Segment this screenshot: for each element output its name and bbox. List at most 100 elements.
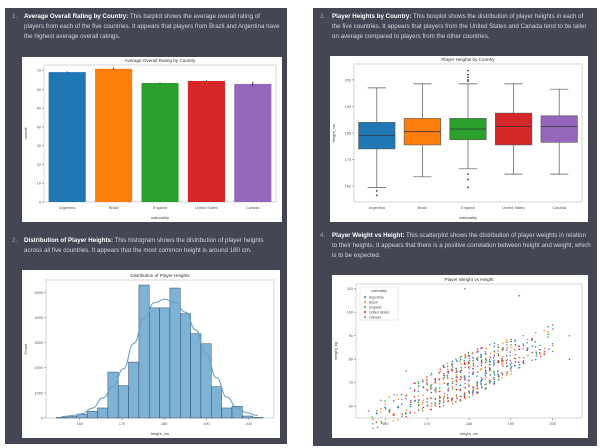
scatter-point [430,405,432,408]
scatter-point [446,394,449,396]
scatter-point [447,372,450,374]
scatter-point [434,397,437,400]
histogram-bar [200,343,212,419]
scatter-point [526,341,528,344]
scatter-point [492,357,495,359]
scatter-point [510,366,513,368]
y-tick-label: 40 [37,125,41,129]
scatter-point [464,377,466,380]
scatter-point [476,365,479,367]
scatter-point [451,385,454,388]
scatter-point [372,427,374,429]
scatter-point [430,374,432,376]
y-tick-label: 2000 [35,366,43,370]
scatter-point [397,406,399,408]
scatter-point [476,371,479,373]
scatter-point [447,400,450,402]
scatter-point [426,382,428,384]
histogram-bar [242,415,253,419]
scatter-point [489,356,492,359]
scatter-point [400,398,403,401]
scatter-point [405,415,407,418]
scatter-point [464,363,466,365]
scatter-point [464,355,466,358]
outlier-point [467,80,469,83]
scatter-point [505,374,508,377]
scatter-point [472,389,475,391]
scatter-point [540,355,542,358]
section-4-text: 4. Player Weight vs Height: This scatter… [320,231,592,263]
scatter-point [484,350,486,353]
bar-chart-figure: Average Overall Rating by Country nationa… [22,57,282,222]
scatter-point [463,392,466,394]
scatter-point [452,402,454,405]
scatter-point [463,393,466,396]
scatter-point [376,412,378,415]
y-tick-label: 0 [41,416,43,420]
scatter-point [434,380,437,382]
scatter-point [443,374,445,377]
scatter-point [438,378,440,381]
scatter-point [422,381,424,383]
scatter-point [413,411,416,414]
scatter-point [468,357,471,360]
scatter-point [393,394,395,396]
section-3-title: Player Heights by Country: [332,13,412,20]
x-tick-label: England [153,206,167,210]
scatter-point [401,415,403,417]
histogram-bar [107,371,119,419]
scatter-point [552,350,554,353]
scatter-point [421,401,424,404]
scatter-point [510,362,512,364]
scatter-point [485,372,488,375]
section-3-text: 3. Player Heights by Country: This boxpl… [320,12,592,44]
legend-marker [364,296,366,298]
scatter-point [544,347,546,349]
x-axis-label: height_cm [151,431,170,436]
outlier-point [375,189,378,192]
scatter-point [438,403,441,405]
scatter-point [471,392,474,395]
scatter-point [389,408,391,411]
scatter-point [401,403,403,406]
y-axis-label: overall [23,128,28,140]
scatter-point [480,382,482,385]
scatter-point [384,422,386,424]
scatter-point [409,387,412,389]
scatter-point [439,397,441,399]
scatter-point [468,384,471,387]
histogram-bar [148,307,160,419]
x-tick-label: England [461,206,475,210]
scatter-point [442,398,445,400]
scatter-point [409,411,412,413]
scatter-point [463,375,466,377]
legend-box [359,286,399,321]
scatter-point [543,351,545,353]
x-tick-label: 180 [466,422,472,426]
scatter-point [522,347,524,350]
scatter-point [460,369,462,371]
scatter-point [393,413,395,415]
scatter-point [489,352,492,355]
y-tick-label: 1000 [35,391,43,395]
legend-marker [364,316,366,318]
scatter-point [455,367,457,370]
scatter-point [455,374,458,376]
scatter-point [431,402,433,405]
scatter-point [534,346,537,348]
scatter-point [468,359,471,362]
scatter-point [410,403,412,406]
y-axis-label: Count [23,343,28,355]
scatter-point [472,368,475,370]
x-tick-label: 200 [245,422,251,426]
scatter-point [476,381,478,383]
scatter-point [460,371,462,374]
x-tick-label: Argentina [59,206,76,210]
scatter-point [422,394,424,396]
y-axis-label: weight_kg [333,342,338,360]
scatter-point [414,399,416,402]
scatter-chart: Player Weight vs Height height_cm weight_k… [333,277,583,436]
scatter-point [467,390,470,393]
scatter-point [421,403,424,405]
scatter-point [493,351,496,353]
